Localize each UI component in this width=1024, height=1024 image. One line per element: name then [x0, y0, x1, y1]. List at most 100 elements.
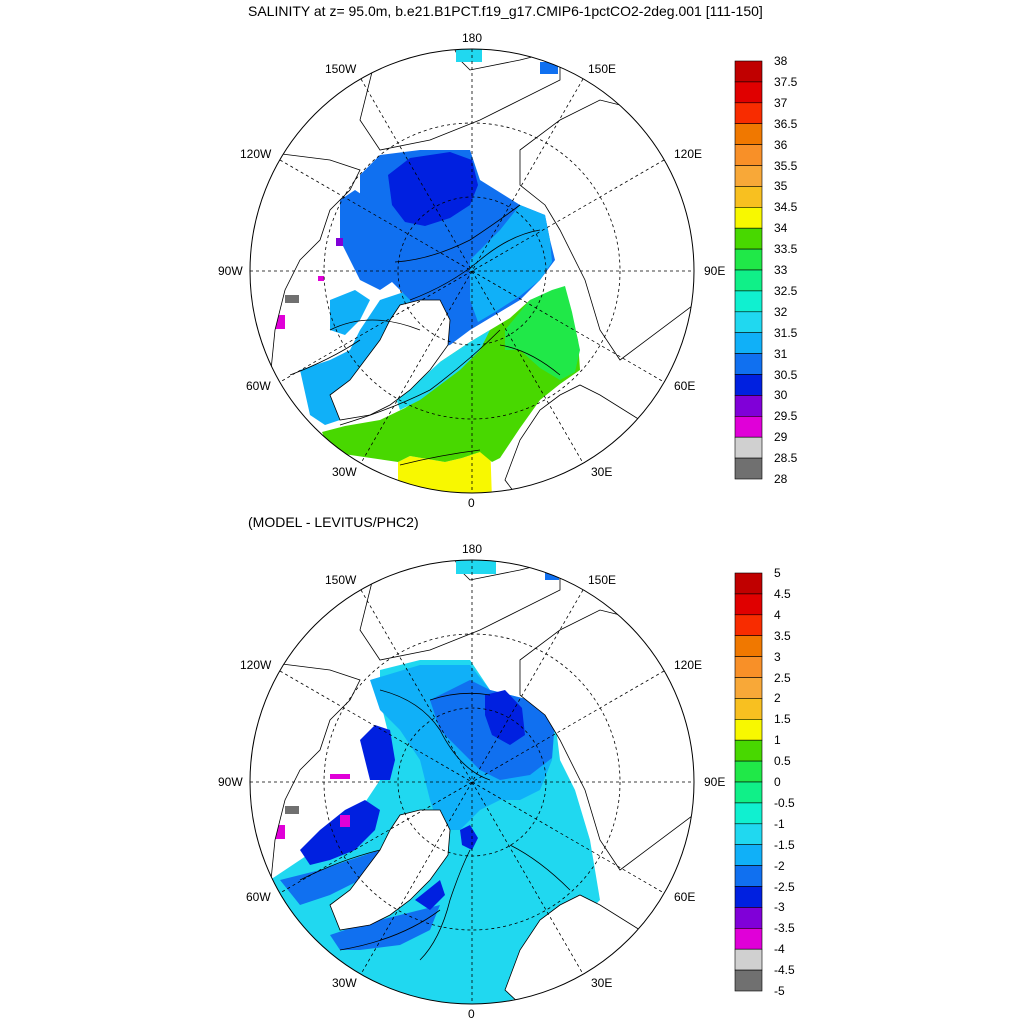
top-colorbar-swatch-9: [734, 248, 763, 271]
top-colorbar-swatch-3: [734, 123, 763, 145]
bottom-colorbar-swatch-17: [734, 927, 763, 950]
top-colorbar-label-5: 35.5: [774, 158, 798, 173]
bottom-lon-120w: 120W: [240, 658, 272, 672]
bottom-colorbar-swatch-16: [734, 907, 763, 929]
bottom-lon-90e: 90E: [704, 775, 726, 789]
top-lon-150w: 150W: [325, 62, 357, 76]
top-colorbar-swatch-0: [734, 60, 763, 83]
top-lon-60w: 60W: [246, 379, 271, 393]
top-colorbar-swatch-11: [734, 290, 763, 313]
bottom-colorbar-swatch-1: [734, 593, 763, 616]
bottom-colorbar-label-19: -4.5: [774, 963, 795, 978]
top-colorbar-swatch-18: [734, 436, 763, 459]
top-colorbar-swatch-15: [734, 374, 763, 396]
bottom-colorbar-label-9: 0.5: [774, 754, 791, 769]
bottom-lon-150w: 150W: [325, 573, 357, 587]
top-colorbar-label-1: 37.5: [774, 74, 798, 89]
bottom-lon-30w: 30W: [332, 976, 357, 990]
top-colorbar-label-20: 28: [774, 472, 788, 486]
bottom-colorbar-swatch-15: [734, 886, 763, 908]
bottom-lon-60w: 60W: [246, 890, 271, 904]
top-colorbar-label-17: 29.5: [774, 409, 798, 424]
top-colorbar-swatch-6: [734, 186, 763, 208]
top-colorbar-label-19: 28.5: [774, 451, 798, 466]
top-colorbar-swatch-5: [734, 165, 763, 187]
bottom-colorbar-swatch-6: [734, 698, 763, 720]
top-colorbar-label-18: 29: [774, 430, 788, 445]
bottom-lon-0: 0: [468, 1007, 475, 1021]
top-colorbar-swatch-13: [734, 332, 763, 354]
top-colorbar-label-9: 33.5: [774, 242, 798, 257]
bottom-colorbar-label-7: 1.5: [774, 712, 791, 727]
top-colorbar-swatch-1: [734, 81, 763, 104]
bottom-lon-30e: 30E: [591, 976, 613, 990]
bottom-colorbar-label-18: -4: [774, 942, 785, 957]
bottom-colorbar-swatch-18: [734, 948, 763, 971]
top-colorbar-swatch-14: [734, 353, 763, 375]
top-colorbar-label-2: 37: [774, 95, 788, 110]
bottom-colorbar-label-17: -3.5: [774, 921, 795, 936]
bottom-colorbar-label-11: -0.5: [774, 795, 795, 810]
top-colorbar-label-3: 36.5: [774, 116, 798, 131]
top-lon-150e: 150E: [588, 62, 617, 76]
bottom-colorbar-label-3: 3.5: [774, 628, 791, 643]
top-lon-90w: 90W: [218, 264, 243, 278]
top-lon-90e: 90E: [704, 264, 726, 278]
bottom-title: (MODEL - LEVITUS/PHC2): [248, 514, 419, 530]
top-colorbar-label-13: 31.5: [774, 325, 798, 340]
top-colorbar-swatch-12: [734, 311, 763, 333]
bottom-colorbar-label-2: 4: [774, 607, 781, 622]
bottom-colorbar-label-5: 2.5: [774, 670, 791, 685]
top-colorbar-label-7: 34.5: [774, 200, 798, 215]
bottom-colorbar-label-1: 4.5: [774, 586, 791, 601]
bottom-colorbar: [734, 572, 763, 992]
bottom-colorbar-swatch-19: [734, 969, 763, 992]
top-lon-30w: 30W: [332, 465, 357, 479]
bottom-colorbar-swatch-8: [734, 739, 763, 762]
top-lon-120e: 120E: [674, 147, 703, 161]
bottom-colorbar-swatch-3: [734, 635, 763, 657]
top-title: SALINITY at z= 95.0m, b.e21.B1PCT.f19_g1…: [248, 3, 763, 19]
bottom-colorbar-swatch-7: [734, 718, 763, 741]
bottom-lon-180: 180: [462, 542, 483, 556]
bottom-lon-60e: 60E: [674, 890, 696, 904]
bottom-colorbar-swatch-14: [734, 865, 763, 887]
top-colorbar-label-14: 31: [774, 346, 788, 361]
bottom-colorbar-swatch-13: [734, 844, 763, 866]
top-colorbar-swatch-2: [734, 102, 763, 125]
top-colorbar-label-16: 30: [774, 388, 788, 403]
top-lon-180: 180: [462, 31, 483, 45]
bottom-colorbar-label-6: 2: [774, 691, 781, 706]
top-colorbar-label-10: 33: [774, 263, 788, 277]
bottom-colorbar-label-12: -1: [774, 816, 785, 831]
bottom-colorbar-swatch-12: [734, 823, 763, 845]
bottom-colorbar-swatch-5: [734, 677, 763, 699]
top-colorbar-swatch-10: [734, 269, 763, 292]
bottom-colorbar-label-8: 1: [774, 733, 781, 748]
top-colorbar-label-6: 35: [774, 179, 788, 194]
top-lon-30e: 30E: [591, 465, 613, 479]
bottom-colorbar-label-20: -5: [774, 984, 785, 998]
bottom-lon-120e: 120E: [674, 658, 703, 672]
top-lon-60e: 60E: [674, 379, 696, 393]
bottom-colorbar-label-15: -2.5: [774, 879, 795, 894]
top-colorbar: [734, 60, 763, 480]
top-colorbar-label-15: 30.5: [774, 367, 798, 382]
bottom-colorbar-label-14: -2: [774, 858, 785, 873]
top-colorbar-label-11: 32.5: [774, 283, 798, 298]
top-graticule: [250, 49, 694, 493]
bottom-colorbar-label-4: 3: [774, 649, 781, 664]
top-colorbar-swatch-8: [734, 227, 763, 250]
top-colorbar-swatch-16: [734, 395, 763, 417]
top-colorbar-swatch-19: [734, 457, 763, 480]
bottom-colorbar-swatch-0: [734, 572, 763, 595]
top-lon-0: 0: [468, 496, 475, 510]
bottom-difference-field: [250, 560, 694, 1004]
top-colorbar-label-8: 34: [774, 221, 788, 236]
top-lon-120w: 120W: [240, 147, 272, 161]
bottom-colorbar-swatch-2: [734, 614, 763, 636]
bottom-lon-150e: 150E: [588, 573, 617, 587]
top-colorbar-label-0: 38: [774, 54, 788, 68]
bottom-colorbar-swatch-9: [734, 760, 763, 783]
